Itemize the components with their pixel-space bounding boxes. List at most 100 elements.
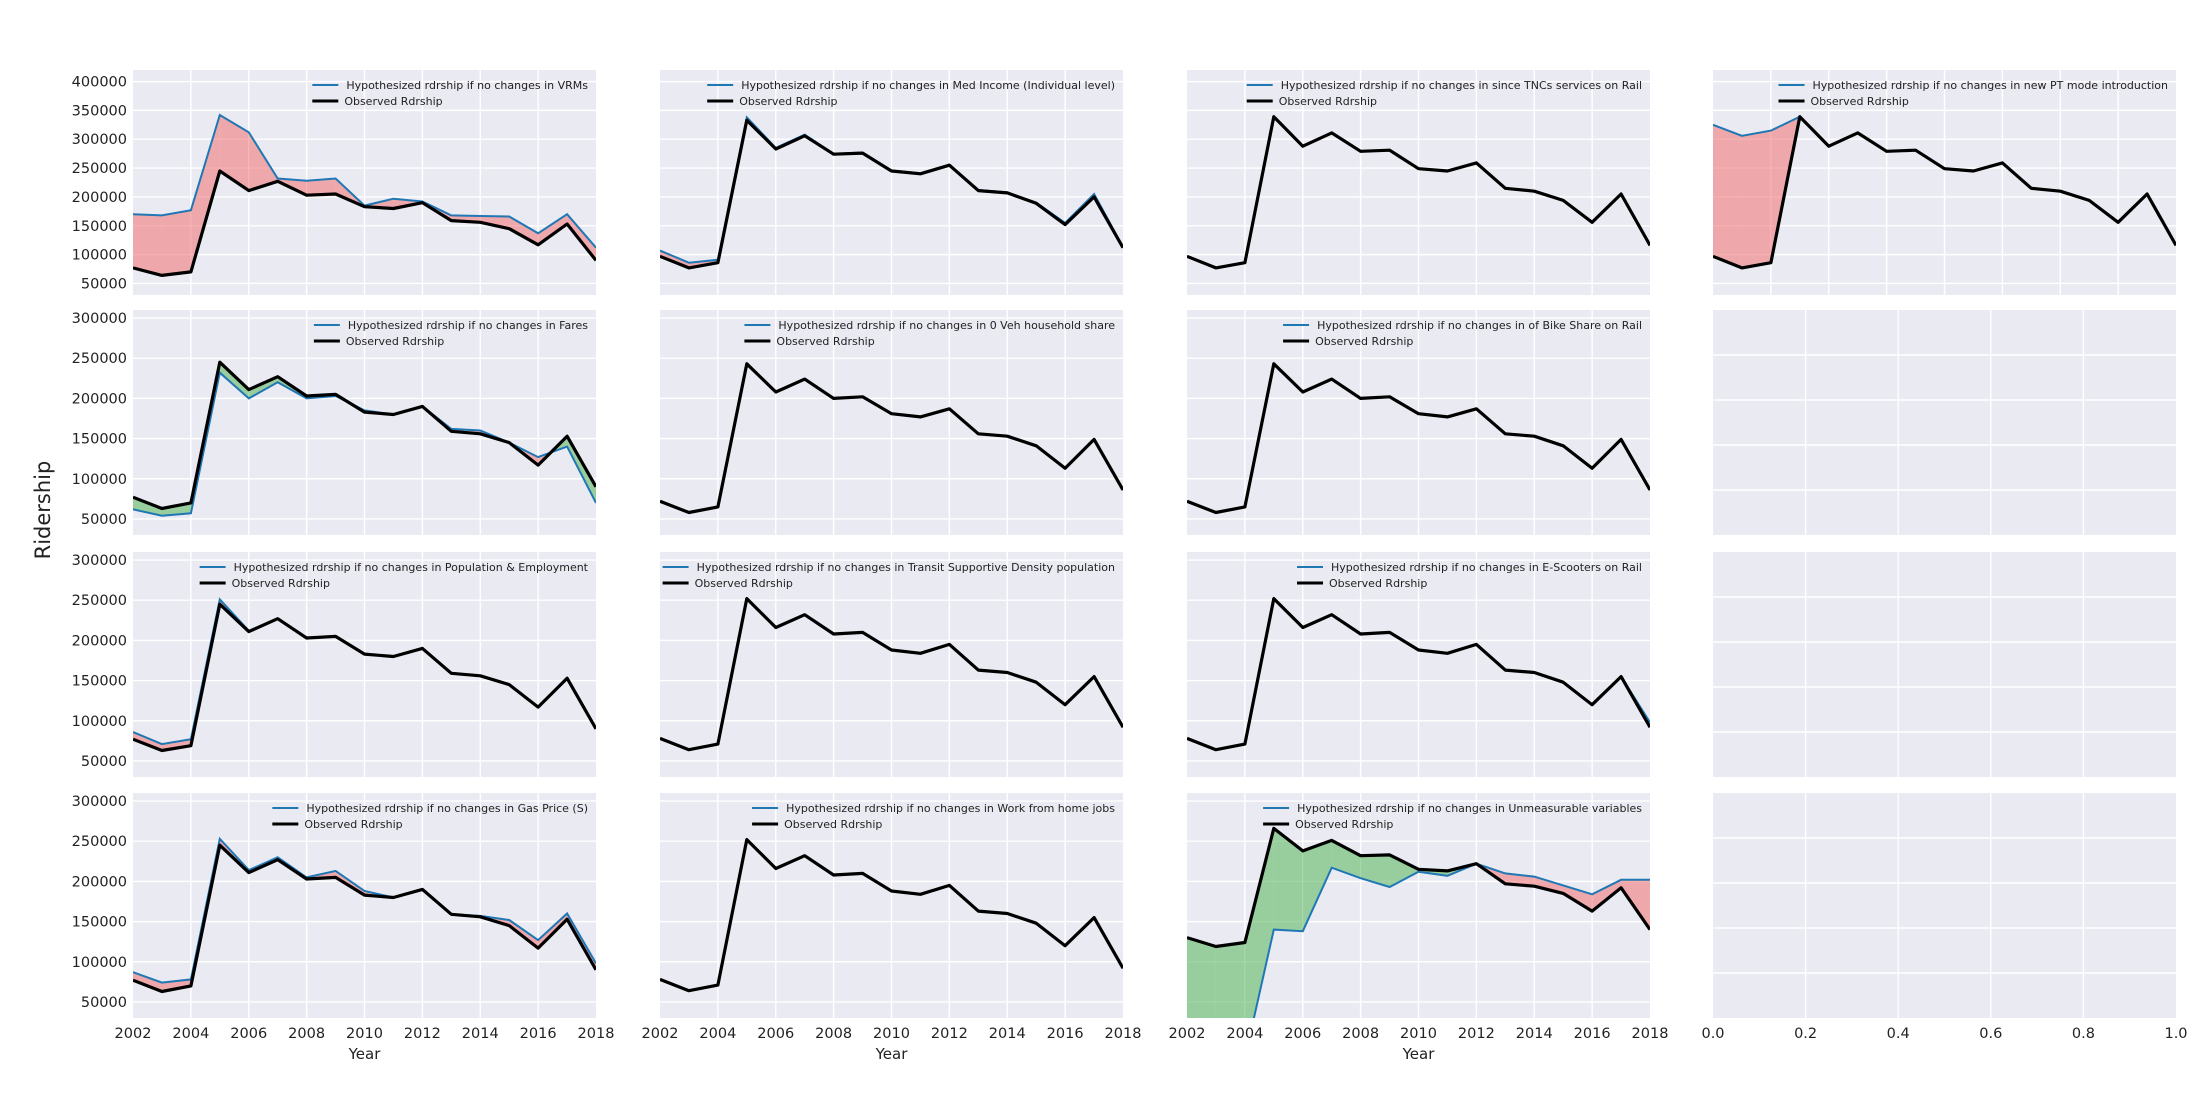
fill-above-segment [190, 115, 220, 272]
observed-series-line [660, 837, 1123, 993]
subplot-11: Hypothesized rdrship if no changes in E-… [1187, 552, 1650, 777]
y-tick-label: 300000 [72, 311, 127, 327]
fill-above-segment [1534, 876, 1564, 894]
fill-below-segment [1244, 828, 1274, 1018]
x-tick-label: 2004 [1226, 1026, 1263, 1042]
legend-label-observed: Observed Rdrship [1329, 577, 1427, 590]
y-tick-label: 300000 [72, 794, 127, 810]
y-tick-label: 300000 [72, 553, 127, 569]
x-tick-label: 2002 [115, 1026, 152, 1042]
legend-label-hypothetical: Hypothesized rdrship if no changes in Fa… [348, 319, 588, 332]
y-tick-label: 50000 [81, 995, 127, 1011]
plot-clip [133, 360, 596, 517]
y-tick-label: 200000 [72, 874, 127, 890]
x-tick-label: 2016 [1574, 1026, 1611, 1042]
subplot-16: 0.0 0.2 0.4 0.6 0.8 1.0 [1701, 793, 2188, 1042]
x-tick-label: 2004 [699, 1026, 736, 1042]
legend-label-observed: Observed Rdrship [232, 577, 330, 590]
observed-series-line [1187, 115, 1650, 270]
y-tick-label: 300000 [72, 132, 127, 148]
legend-label-hypothetical: Hypothesized rdrship if no changes in Un… [1297, 802, 1642, 815]
observed-series-line [660, 362, 1123, 515]
x-tick-label: 0.2 [1794, 1026, 1817, 1042]
plot-clip [133, 836, 596, 994]
x-tick-label: 2010 [346, 1026, 383, 1042]
subplot-6: Hypothesized rdrship if no changes in 0 … [660, 310, 1123, 535]
subplot-3: Hypothesized rdrship if no changes in si… [1187, 70, 1650, 295]
figure-ylabel: Ridership [31, 461, 55, 560]
fill-above-segment [133, 732, 162, 751]
subplot-9: 50000 100000 150000 200000 250000 300000 Hypot… [72, 552, 596, 777]
observed-series-line [133, 602, 596, 753]
fill-above-segment [306, 178, 336, 196]
legend-label-hypothetical: Hypothesized rdrship if no changes in Me… [741, 79, 1115, 92]
x-tick-label: 2012 [404, 1026, 441, 1042]
fill-above-segment [133, 214, 162, 276]
x-tick-label: 2008 [815, 1026, 852, 1042]
x-tick-label: 2002 [642, 1026, 679, 1042]
y-tick-label: 250000 [72, 161, 127, 177]
fill-below-segment [248, 376, 278, 399]
fill-above-segment [161, 210, 191, 276]
fill-below-segment [1187, 937, 1216, 1018]
subplot-13: 50000 100000 150000 200000 250000 300000 2002 2… [72, 793, 615, 1063]
legend-label-observed: Observed Rdrship [346, 335, 444, 348]
x-tick-label: 0.8 [2072, 1026, 2095, 1042]
plot-clip [1187, 361, 1650, 515]
legend-label-hypothetical: Hypothesized rdrship if no changes in si… [1281, 79, 1642, 92]
legend-label-hypothetical: Hypothesized rdrship if no changes in Ga… [306, 802, 588, 815]
observed-series-line [133, 360, 596, 511]
observed-series-line [1187, 596, 1650, 752]
panels-group: 50000 100000 150000 200000 250000 300000 35000… [72, 70, 2188, 1063]
x-tick-label: 2008 [288, 1026, 325, 1042]
y-tick-label: 100000 [72, 955, 127, 971]
legend-label-hypothetical: Hypothesized rdrship if no changes in 0 … [778, 319, 1115, 332]
x-tick-label: 2018 [578, 1026, 615, 1042]
fill-above-segment [161, 739, 191, 751]
x-tick-label: 2014 [989, 1026, 1026, 1042]
plot-clip [660, 837, 1123, 993]
x-axis-label: Year [875, 1045, 909, 1063]
plot-clip [1187, 596, 1650, 752]
legend-label-observed: Observed Rdrship [695, 577, 793, 590]
subplot-1: 50000 100000 150000 200000 250000 300000 35000… [72, 70, 596, 295]
x-tick-label: 2014 [462, 1026, 499, 1042]
legend-label-observed: Observed Rdrship [1279, 95, 1377, 108]
y-tick-label: 200000 [72, 633, 127, 649]
legend-label-observed: Observed Rdrship [776, 335, 874, 348]
x-tick-label: 0.4 [1887, 1026, 1910, 1042]
legend-label-hypothetical: Hypothesized rdrship if no changes in Tr… [697, 561, 1115, 574]
plot-clip [660, 115, 1123, 270]
x-tick-label: 2010 [873, 1026, 910, 1042]
legend-label-observed: Observed Rdrship [304, 818, 402, 831]
y-tick-label: 150000 [72, 219, 127, 235]
plot-clip [133, 113, 596, 277]
y-tick-label: 100000 [72, 714, 127, 730]
x-tick-label: 2018 [1632, 1026, 1669, 1042]
x-tick-label: 2006 [757, 1026, 794, 1042]
legend-label-hypothetical: Hypothesized rdrship if no changes in Wo… [786, 802, 1115, 815]
legend-label-observed: Observed Rdrship [1295, 818, 1393, 831]
observed-series-line [1713, 115, 2176, 270]
legend-label-observed: Observed Rdrship [1811, 95, 1909, 108]
subplot-10: Hypothesized rdrship if no changes in Tr… [660, 552, 1123, 777]
hypothetical-series-line [1252, 862, 1650, 1018]
observed-series-line [660, 118, 1123, 270]
y-tick-label: 150000 [72, 674, 127, 690]
x-tick-label: 0.6 [1979, 1026, 2002, 1042]
x-tick-label: 2006 [1284, 1026, 1321, 1042]
y-tick-label: 350000 [72, 103, 127, 119]
x-tick-label: 2008 [1342, 1026, 1379, 1042]
observed-series-line [1187, 826, 1650, 949]
plot-area [1713, 793, 2176, 1018]
observed-series-line [133, 169, 596, 277]
x-tick-label: 2018 [1105, 1026, 1142, 1042]
x-tick-label: 2016 [520, 1026, 557, 1042]
x-tick-label: 2004 [172, 1026, 209, 1042]
subplot-12 [1713, 552, 2176, 777]
legend-label-hypothetical: Hypothesized rdrship if no changes in ne… [1813, 79, 2169, 92]
fill-below-segment [1389, 854, 1419, 887]
x-tick-label: 2012 [1458, 1026, 1495, 1042]
legend-label-observed: Observed Rdrship [344, 95, 442, 108]
x-tick-label: 1.0 [2164, 1026, 2187, 1042]
